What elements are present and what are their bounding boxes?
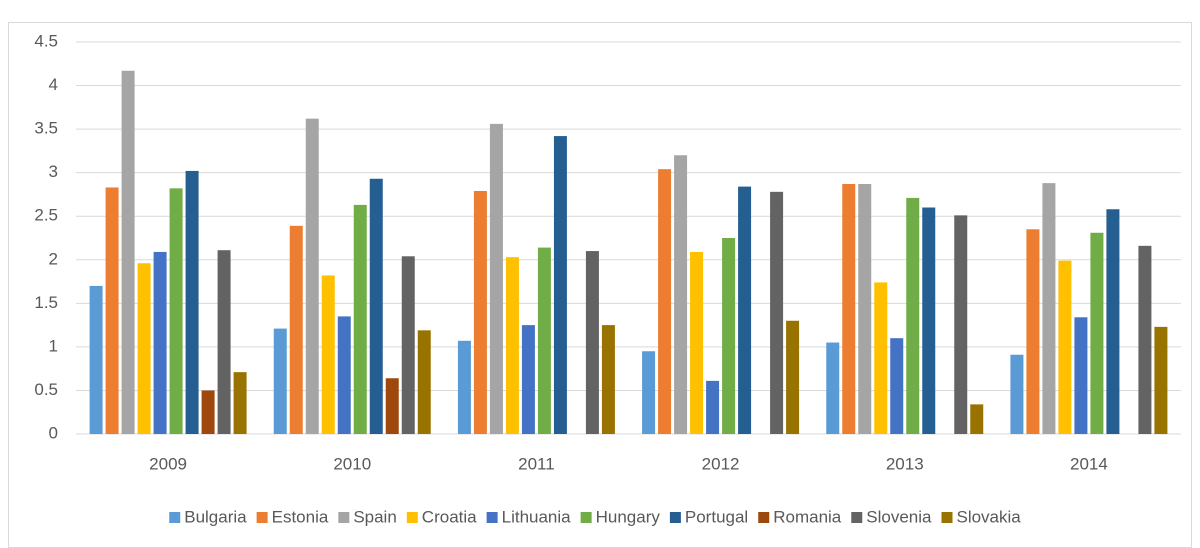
- x-tick-label: 2010: [333, 454, 371, 473]
- x-tick-label: 2011: [518, 454, 555, 473]
- bar: [169, 188, 183, 434]
- bar: [337, 316, 351, 434]
- bar: [858, 183, 872, 434]
- legend-swatch: [758, 512, 770, 523]
- legend-label: Croatia: [422, 507, 477, 526]
- bar: [690, 251, 704, 434]
- legend-label: Bulgaria: [184, 507, 247, 526]
- bar: [906, 197, 920, 434]
- bar: [826, 342, 840, 434]
- bar: [105, 187, 119, 434]
- bar: [674, 155, 688, 434]
- bar: [417, 330, 431, 434]
- bar: [842, 183, 856, 434]
- bar: [473, 190, 487, 434]
- y-tick-label: 4: [49, 75, 58, 94]
- bar: [153, 251, 167, 434]
- legend-swatch: [406, 512, 418, 523]
- bar: [201, 390, 215, 434]
- bar: [642, 351, 656, 434]
- bar: [954, 215, 968, 434]
- y-tick-label: 4.5: [34, 31, 58, 50]
- bar: [890, 338, 904, 434]
- bar: [505, 257, 519, 434]
- bar: [137, 263, 151, 434]
- bar: [1058, 260, 1072, 434]
- bar: [185, 170, 199, 434]
- x-tick-label: 2013: [886, 454, 924, 473]
- x-tick-label: 2009: [149, 454, 187, 473]
- legend-label: Estonia: [272, 507, 329, 526]
- bar: [585, 251, 599, 434]
- bar: [217, 250, 231, 434]
- bar: [1090, 232, 1104, 434]
- bar: [489, 123, 503, 434]
- legend-swatch: [580, 512, 592, 523]
- bar: [305, 118, 319, 434]
- y-tick-label: 0: [49, 423, 58, 442]
- bar: [121, 70, 135, 434]
- legend-swatch: [669, 512, 681, 523]
- y-tick-label: 0.5: [34, 380, 58, 399]
- bar: [1154, 326, 1168, 434]
- bar: [273, 328, 287, 434]
- legend-swatch: [941, 512, 953, 523]
- bar: [553, 136, 567, 434]
- bar: [770, 191, 784, 434]
- bar: [369, 178, 383, 434]
- bar: [1138, 245, 1152, 434]
- chart-frame: [8, 22, 1192, 548]
- legend-label: Lithuania: [502, 507, 572, 526]
- bar: [874, 282, 888, 434]
- bar: [706, 380, 720, 434]
- y-tick-label: 3: [49, 162, 58, 181]
- bar: [233, 372, 247, 434]
- x-tick-label: 2012: [702, 454, 740, 473]
- bar: [722, 238, 736, 434]
- y-tick-label: 1: [49, 336, 58, 355]
- bar: [457, 340, 471, 434]
- bar: [89, 285, 103, 434]
- legend-label: Romania: [773, 507, 842, 526]
- legend-label: Slovakia: [956, 507, 1021, 526]
- bar: [537, 247, 551, 434]
- legend-label: Portugal: [685, 507, 748, 526]
- legend-swatch: [486, 512, 498, 523]
- bar: [738, 186, 752, 434]
- bar: [521, 325, 535, 434]
- y-tick-label: 1.5: [34, 293, 58, 312]
- x-tick-label: 2014: [1070, 454, 1108, 473]
- bar: [401, 256, 415, 434]
- bar: [786, 320, 800, 434]
- y-tick-label: 2: [49, 249, 58, 268]
- bar: [385, 378, 399, 434]
- bar: [321, 275, 335, 434]
- bar: [601, 325, 615, 434]
- bar: [1074, 317, 1088, 434]
- bar: [1026, 229, 1040, 434]
- y-tick-label: 2.5: [34, 206, 58, 225]
- bar: [922, 207, 936, 434]
- legend-swatch: [256, 512, 268, 523]
- bar: [970, 404, 984, 434]
- legend-swatch: [169, 512, 181, 523]
- legend-label: Spain: [353, 507, 396, 526]
- legend-label: Hungary: [596, 507, 661, 526]
- y-tick-label: 3.5: [34, 119, 58, 138]
- legend-label: Slovenia: [866, 507, 932, 526]
- bar: [289, 225, 303, 434]
- bar: [1106, 209, 1120, 434]
- bar: [353, 204, 367, 434]
- bar: [1010, 354, 1024, 434]
- legend-swatch: [851, 512, 863, 523]
- bar: [1042, 183, 1056, 434]
- bar: [658, 169, 672, 434]
- legend-swatch: [338, 512, 350, 523]
